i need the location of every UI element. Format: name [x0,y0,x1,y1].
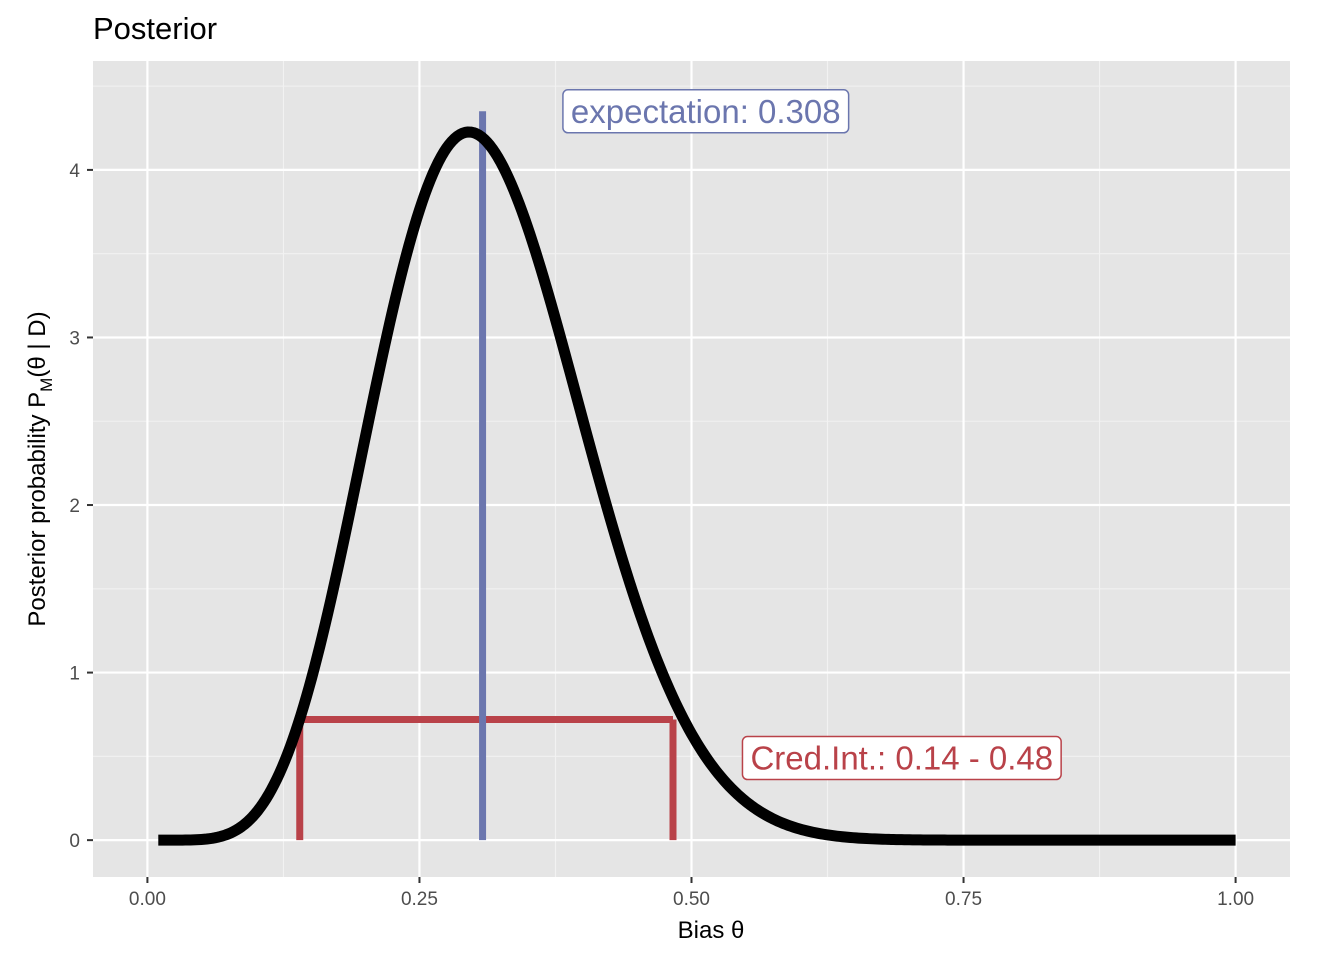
x-tick-label: 0.75 [945,889,982,910]
y-axis-title-main: Posterior probability P [24,392,51,627]
y-tick-label: 1 [69,664,80,685]
expectation-label-box [562,89,850,134]
chart-marks: expectation: 0.308 Cred.Int.: 0.14 - 0.48 [155,89,1239,846]
expectation-label: expectation: 0.308 [571,93,841,130]
y-tick-label: 3 [69,328,80,349]
x-tick-label: 0.50 [673,889,710,910]
posterior-curve [155,126,1239,846]
major-gridlines [93,61,1290,877]
y-tick-label: 4 [69,161,80,182]
x-axis: 0.00 0.25 0.50 0.75 1.00 [129,877,1254,910]
x-axis-title: Bias θ [678,917,745,944]
credible-interval-label: Cred.Int.: 0.14 - 0.48 [750,740,1053,777]
chart-title: Posterior [93,11,217,46]
x-tick-label: 0.00 [129,889,166,910]
y-axis-title-tail: (θ | D) [24,311,51,377]
credible-interval-label-box [741,735,1062,781]
x-tick-label: 1.00 [1217,889,1254,910]
y-axis: 0 1 2 3 4 [69,161,93,852]
y-tick-label: 2 [69,496,80,517]
credible-interval-label-group: Cred.Int.: 0.14 - 0.48 [741,735,1062,781]
x-tick-label: 0.25 [401,889,438,910]
y-axis-title-subscript: M [37,378,56,392]
y-axis-title: Posterior probability PM(θ | D) [24,311,56,626]
expectation-label-group: expectation: 0.308 [562,89,850,134]
y-tick-label: 0 [69,831,80,852]
